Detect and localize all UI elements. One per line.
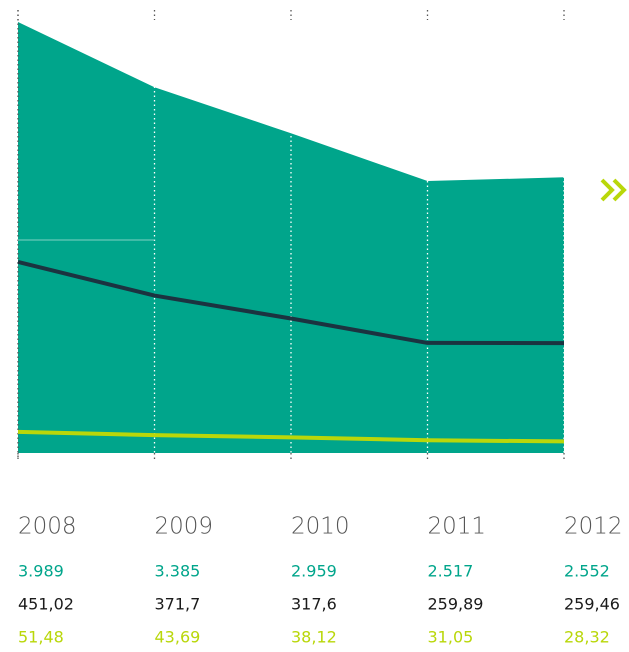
plot: 2008 3.989 451,02 51,48 2009 3.385 371,7 43,69 2… — [17, 10, 623, 647]
value-label: 3.989 — [18, 562, 64, 581]
value-label: 371,7 — [155, 595, 201, 614]
value-label: 2.959 — [291, 562, 337, 581]
value-label: 259,46 — [564, 595, 620, 614]
value-label: 451,02 — [18, 595, 74, 614]
x-tick-label: 2009 — [155, 514, 214, 540]
value-label: 38,12 — [291, 628, 337, 647]
value-label: 31,05 — [428, 628, 474, 647]
x-tick-label: 2012 — [564, 514, 623, 540]
area — [18, 22, 564, 453]
value-label: 2.517 — [428, 562, 474, 581]
x-tick-label: 2008 — [18, 514, 77, 540]
value-label: 3.385 — [155, 562, 201, 581]
x-tick-label: 2010 — [291, 514, 350, 540]
value-label: 43,69 — [155, 628, 201, 647]
value-label: 317,6 — [291, 595, 337, 614]
x-tick-label: 2011 — [428, 514, 487, 540]
value-label: 51,48 — [18, 628, 64, 647]
value-label: 259,89 — [428, 595, 484, 614]
value-label: 28,32 — [564, 628, 610, 647]
line — [17, 429, 565, 444]
next-icon — [600, 178, 627, 202]
line — [17, 260, 565, 346]
value-label: 2.552 — [564, 562, 610, 581]
